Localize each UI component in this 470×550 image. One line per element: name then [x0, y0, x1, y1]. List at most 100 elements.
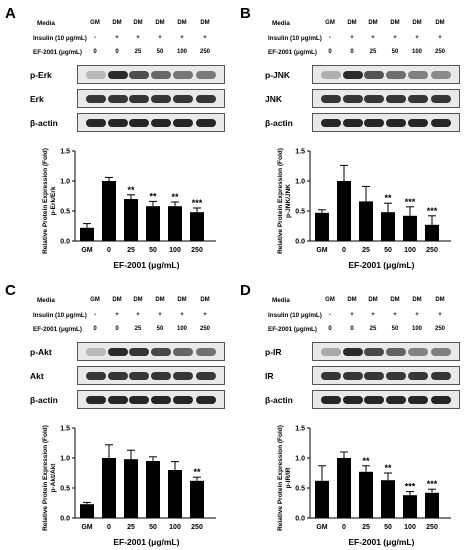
bar-chart: 0.0 0.5 1.0 1.5 GM 0 ** 25 ** 50 ** 100 *** 250 EF-200… [42, 148, 216, 270]
blot-label: β-actin [30, 118, 58, 128]
x-tick-label: 100 [404, 524, 416, 531]
lane-insulin: + [350, 35, 354, 41]
blot-label: p-JNK [265, 70, 291, 80]
y-tick-label: 1.5 [60, 149, 70, 156]
western-blot [77, 65, 225, 84]
blot-band [343, 396, 363, 404]
bar [124, 199, 138, 241]
row-label-ef: EF-2001 (μg/mL) [268, 326, 317, 333]
significance-mark: ** [127, 185, 135, 195]
lane-media: DM [347, 297, 357, 303]
blot-band [129, 71, 149, 79]
lane-media: DM [390, 297, 400, 303]
bar [359, 201, 373, 241]
blot-label: β-actin [265, 118, 293, 128]
row-label-insulin: Insulin (10 μg/mL) [33, 35, 87, 42]
x-tick-label: GM [316, 247, 327, 254]
lane-insulin: + [438, 35, 442, 41]
blot-band [408, 71, 428, 79]
blot-band [431, 119, 451, 127]
blot-band [151, 71, 171, 79]
lane-ef: 0 [328, 49, 332, 55]
bar [190, 212, 204, 241]
lane-ef: 25 [369, 49, 377, 55]
x-tick-label: 25 [362, 524, 370, 531]
y-tick-label: 0.0 [295, 516, 305, 523]
blot-band [173, 119, 193, 127]
x-tick-label: 25 [362, 247, 370, 254]
lane-media: DM [435, 297, 445, 303]
lane-media: DM [200, 297, 210, 303]
blot-band [408, 348, 428, 356]
blot-band [321, 119, 341, 127]
panel-a: A Media GM DM DM DM DM DM Insulin (10 μg/mL) - + + +… [5, 5, 230, 270]
y-tick-label: 0.0 [60, 516, 70, 523]
significance-mark: *** [192, 198, 203, 208]
blot-band [173, 95, 193, 103]
lane-ef: 0 [115, 326, 119, 332]
blot-band [108, 119, 128, 127]
significance-mark: *** [405, 197, 416, 207]
lane-insulin: + [158, 35, 162, 41]
x-tick-label: 250 [426, 524, 438, 531]
lane-insulin: + [115, 35, 119, 41]
blot-label: β-actin [265, 395, 293, 405]
x-tick-label: 250 [426, 247, 438, 254]
blot-band [151, 119, 171, 127]
bar [80, 227, 94, 241]
bar [80, 504, 94, 518]
lane-ef: 0 [115, 49, 119, 55]
x-tick-label: 0 [342, 247, 346, 254]
blot-label: Akt [30, 371, 44, 381]
y-tick-label: 1.0 [60, 179, 70, 186]
blot-band [196, 348, 216, 356]
x-tick-label: GM [81, 247, 92, 254]
row-label-insulin: Insulin (10 μg/mL) [268, 312, 322, 319]
lane-insulin: - [94, 35, 96, 41]
significance-mark: *** [427, 479, 438, 489]
row-label-ef: EF-2001 (μg/mL) [268, 49, 317, 56]
lane-media: GM [325, 297, 335, 303]
y-tick-label: 0.5 [295, 486, 305, 493]
bar [102, 181, 116, 241]
y-axis-label: Relative Protein Expression (Fold) [42, 425, 49, 531]
blot-band [431, 95, 451, 103]
y-tick-label: 0.5 [60, 209, 70, 216]
lane-ef: 25 [134, 326, 142, 332]
blot-band [431, 348, 451, 356]
blot-band [151, 348, 171, 356]
bar [359, 471, 373, 518]
lane-insulin: + [415, 35, 419, 41]
western-blot [312, 390, 460, 409]
panel-d: D Media GM DM DM DM DM DM Insulin (10 μg/mL) - + + +… [240, 282, 465, 547]
bar [425, 224, 439, 241]
bar [337, 458, 351, 518]
bar [124, 459, 138, 518]
blot-band [129, 95, 149, 103]
x-tick-label: 250 [191, 247, 203, 254]
blot-band [364, 119, 384, 127]
x-tick-label: 25 [127, 524, 135, 531]
blot-band [108, 95, 128, 103]
lane-insulin: + [393, 312, 397, 318]
blot-band [196, 396, 216, 404]
blot-band [343, 348, 363, 356]
blot-band [86, 71, 106, 79]
y-axis-sublabel: p-Erk/Erk [50, 186, 57, 215]
lane-insulin: - [329, 35, 331, 41]
lane-media: DM [155, 297, 165, 303]
blot-band [151, 396, 171, 404]
lane-insulin: + [371, 35, 375, 41]
lane-media: DM [368, 297, 378, 303]
panel-c: C Media GM DM DM DM DM DM Insulin (10 μg/mL) - + + +… [5, 282, 230, 547]
blot-band [408, 95, 428, 103]
blot-band [431, 71, 451, 79]
lane-insulin: + [371, 312, 375, 318]
blot-band [321, 396, 341, 404]
blot-band [173, 71, 193, 79]
lane-insulin: + [350, 312, 354, 318]
blot-band [129, 372, 149, 380]
row-label-ef: EF-2001 (μg/mL) [33, 49, 82, 56]
lane-media: DM [177, 297, 187, 303]
lane-media: DM [435, 20, 445, 26]
